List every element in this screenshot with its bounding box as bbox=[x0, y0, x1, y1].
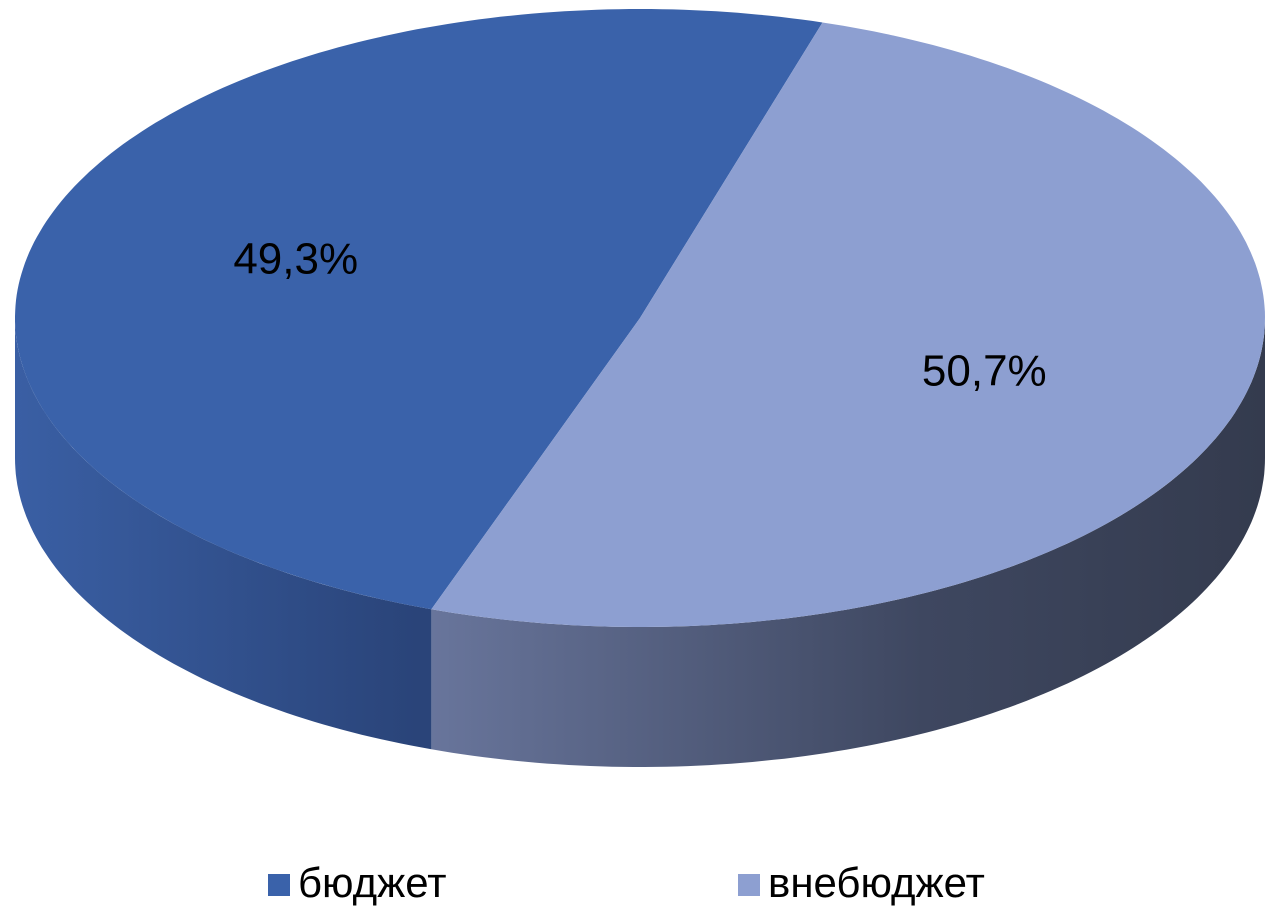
slice bbox=[431, 22, 1265, 627]
data-label: 49,3% bbox=[233, 235, 358, 284]
legend-swatch bbox=[268, 874, 290, 896]
data-label: 50,7% bbox=[922, 347, 1047, 396]
slice-side bbox=[431, 318, 1265, 767]
slice bbox=[15, 9, 823, 610]
legend-swatch bbox=[738, 874, 760, 896]
legend-label: бюджет bbox=[298, 859, 446, 906]
legend-label: внебюджет bbox=[768, 859, 985, 906]
slice-side bbox=[15, 318, 432, 750]
